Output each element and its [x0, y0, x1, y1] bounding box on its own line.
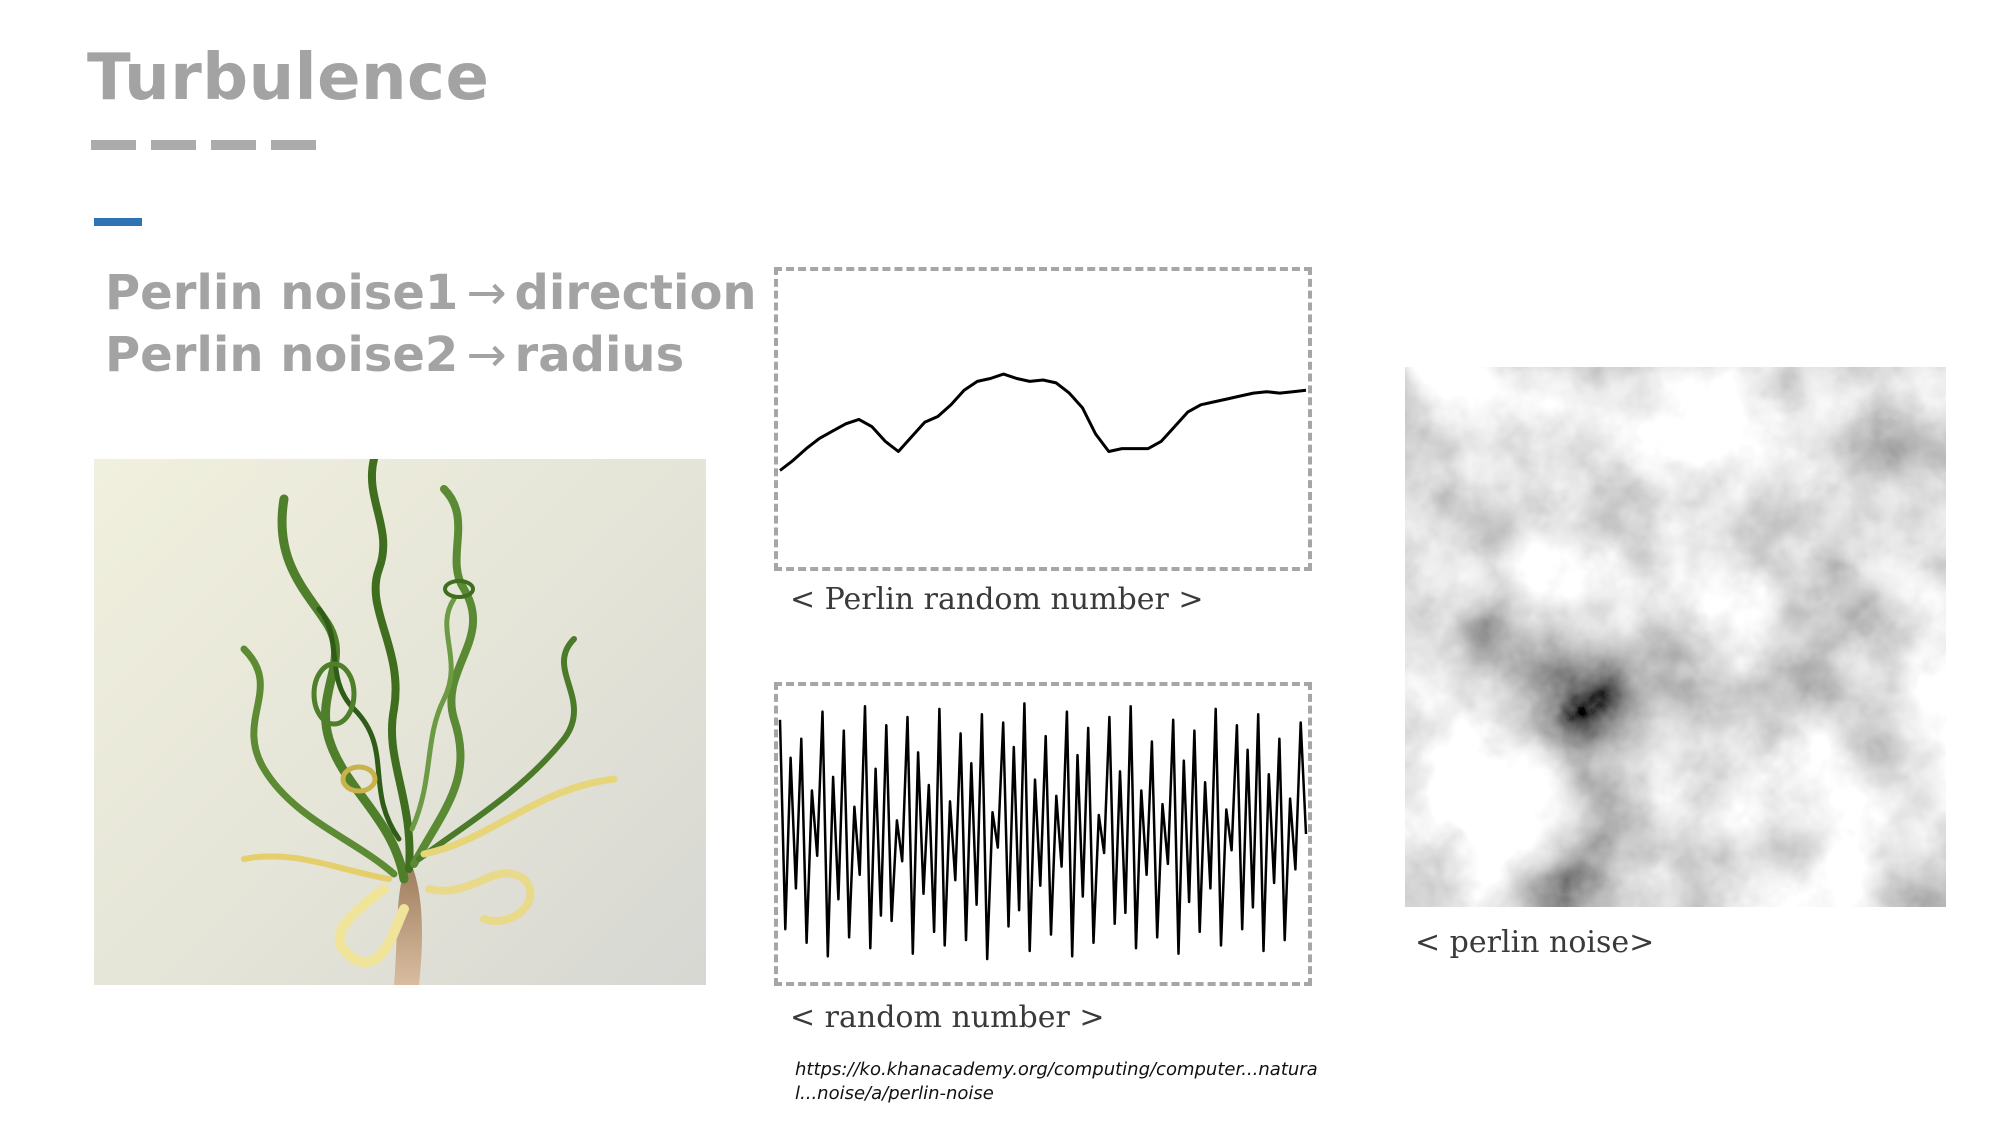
perlin-series-line	[779, 372, 1307, 472]
perlin-line-panel	[774, 267, 1312, 571]
accent-bar	[94, 218, 142, 226]
subtitle-line-1: Perlin noise1 → direction	[105, 262, 757, 324]
arrow-right-icon: →	[466, 327, 507, 383]
perlin-line-chart	[779, 372, 1307, 472]
perlin-noise-caption: < perlin noise>	[1415, 925, 1655, 960]
title-underline-dash	[271, 140, 316, 150]
subtitle-line-2-text: Perlin noise2	[105, 327, 459, 383]
random-line-chart	[778, 702, 1308, 961]
subtitle-line-2: Perlin noise2 → radius	[105, 324, 757, 386]
subtitle-line-1-text: Perlin noise1	[105, 265, 459, 321]
turbulence-artwork-svg	[240, 459, 618, 985]
slide-title: Turbulence	[87, 41, 490, 115]
subtitle-line-2-result: radius	[514, 327, 685, 383]
title-underline-dash	[151, 140, 196, 150]
source-link[interactable]: https://ko.khanacademy.org/computing/com…	[795, 1059, 1318, 1104]
random-line-panel	[774, 682, 1312, 986]
turbulence-artwork-image	[94, 459, 706, 985]
title-underline-dash	[91, 140, 136, 150]
arrow-right-icon: →	[466, 265, 507, 321]
random-series-line	[778, 702, 1308, 961]
perlin-noise-texture	[1405, 367, 1946, 907]
subtitle-block: Perlin noise1 → direction Perlin noise2 → ra…	[105, 262, 757, 386]
title-underline-dash	[211, 140, 256, 150]
random-number-caption: < random number >	[790, 1000, 1105, 1035]
perlin-noise-image	[1405, 367, 1946, 907]
perlin-random-caption: < Perlin random number >	[790, 582, 1204, 617]
subtitle-line-1-result: direction	[514, 265, 757, 321]
